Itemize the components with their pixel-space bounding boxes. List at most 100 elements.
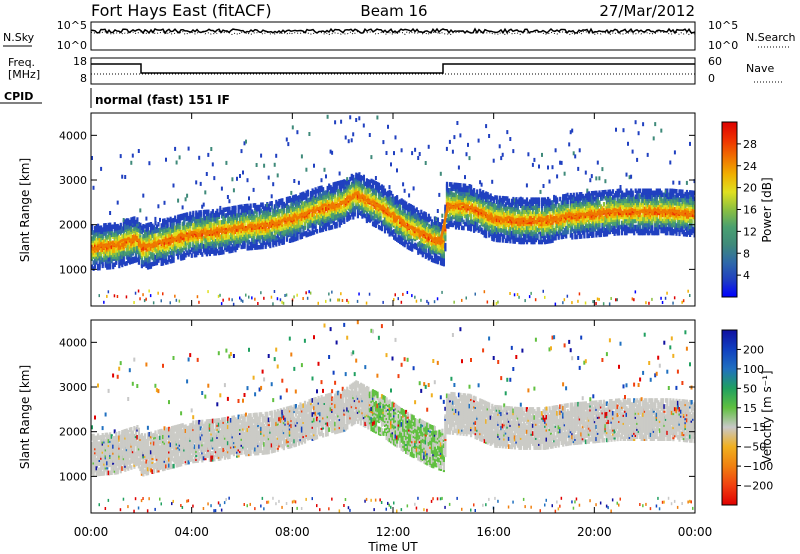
power-cell [365,202,368,207]
power-scatter-cell [370,155,373,160]
power-cell [444,242,447,248]
power-cell [131,216,134,222]
power-cell [174,225,177,231]
power-cell [195,252,198,258]
power-cell [415,243,418,249]
power-scatter-cell [219,205,222,210]
power-speckle [528,295,531,299]
power-cell [213,221,216,226]
power-scatter-cell [414,147,417,152]
power-scatter-cell [92,185,95,190]
power-cell [406,222,409,228]
power-cell [314,187,317,192]
power-scatter-cell [548,179,551,184]
power-cell [219,220,222,225]
power-cell [252,203,255,208]
power-scatter-cell [338,171,341,176]
power-cell [92,234,95,239]
power-cell [119,236,122,242]
power-cell [172,232,175,237]
freq-left-tick-top: 18 [73,55,87,68]
power-cell [97,231,100,237]
power-cell [394,236,397,241]
power-cell [524,215,527,221]
power-cell [222,207,225,213]
power-speckle [346,298,348,302]
power-cell [337,195,340,200]
power-cell [210,211,213,216]
power-cell [285,207,288,212]
power-speckle [495,302,498,305]
power-cell [396,203,399,208]
power-cell [316,229,319,234]
power-speckle [542,289,544,293]
power-cell [124,251,127,257]
power-speckle [248,295,250,299]
power-cell [494,219,497,224]
power-cell [380,184,384,189]
power-cell [453,182,456,188]
power-cell [370,210,373,216]
power-cell [538,213,541,219]
power-speckle [139,297,141,301]
power-cell [184,236,187,242]
power-cell [148,234,151,239]
power-cell [133,238,136,243]
power-cell [177,214,180,220]
power-cell [424,222,427,227]
power-cell [249,241,252,247]
power-cell [536,233,539,239]
power-scatter-cell [226,195,229,199]
power-cell [112,224,115,229]
power-cell [525,225,529,231]
power-cell [536,227,539,233]
power-cell [187,248,190,253]
power-cell [495,195,498,200]
power-cell [184,224,187,230]
power-cell [240,210,243,215]
power-cell [316,196,319,202]
power-cell [498,233,501,239]
power-scatter-cell [439,171,442,176]
power-cell [467,185,470,191]
power-cell [154,226,157,232]
power-cell [275,235,278,241]
power-cell [205,247,208,253]
power-cell [284,213,287,218]
power-cell [154,246,157,252]
power-cell [198,218,201,223]
power-cell [470,190,473,196]
power-cell [248,239,251,245]
power-cell [92,230,95,235]
power-cell [110,256,113,262]
power-cell [254,203,257,208]
power-cell [184,240,187,246]
power-cell [272,224,275,230]
power-scatter-cell [308,132,311,136]
power-cell [116,223,119,229]
power-scatter-cell [412,186,415,191]
power-cell [260,226,263,232]
power-speckle [486,300,489,304]
power-cell [480,203,483,209]
power-cell [172,258,175,263]
power-cell [118,243,121,249]
power-cell [347,216,350,221]
power-cell [113,226,116,231]
power-cell [202,228,205,233]
power-cell [346,211,349,216]
power-cell [521,197,524,202]
power-cell [403,240,406,246]
power-cell [495,233,498,239]
power-speckle [198,300,200,304]
power-cell [494,203,497,208]
power-cell [402,241,405,247]
power-cell [213,225,216,230]
power-cell [121,234,124,239]
power-cell [326,199,329,205]
power-scatter-cell [344,135,347,140]
power-cell [544,197,547,202]
power-cell [151,223,154,229]
freq-trace [91,63,695,74]
power-scatter-cell [260,153,263,158]
